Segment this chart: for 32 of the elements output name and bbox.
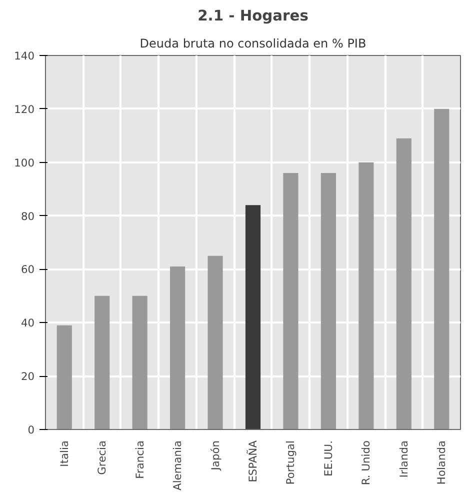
x-tick-label: R. Unido xyxy=(360,440,373,486)
x-tick-label: Irlanda xyxy=(397,440,410,478)
bar xyxy=(320,173,336,430)
x-tick-label: Alemania xyxy=(171,440,184,490)
bar xyxy=(396,138,412,430)
x-tick-label: EE.UU. xyxy=(322,440,335,476)
y-tick-label: 0 xyxy=(28,424,35,436)
y-tick-label: 40 xyxy=(20,316,35,330)
bar xyxy=(132,296,148,430)
y-tick-label: 120 xyxy=(14,102,35,116)
chart-subtitle: Deuda bruta no consolidada en % PIB xyxy=(140,36,366,50)
y-tick-label: 100 xyxy=(14,156,35,170)
x-tick-label: Grecia xyxy=(96,440,109,475)
x-tick-label: Francia xyxy=(133,440,146,479)
x-tick-label: Holanda xyxy=(435,440,448,485)
bar xyxy=(94,296,110,430)
chart-title: 2.1 - Hogares xyxy=(198,8,309,24)
bar xyxy=(358,162,374,430)
bar xyxy=(434,108,450,430)
y-tick-label: 60 xyxy=(20,263,35,276)
bar xyxy=(170,266,186,430)
y-tick-label: 80 xyxy=(20,210,35,223)
y-tick-label: 20 xyxy=(20,370,35,384)
x-tick-label: ESPAÑA xyxy=(246,440,260,482)
x-tick-label: Portugal xyxy=(284,440,298,485)
bar xyxy=(283,173,298,430)
bar xyxy=(245,205,261,430)
x-tick-label: Japón xyxy=(208,440,222,472)
x-tick-label: Italia xyxy=(58,440,71,467)
bar xyxy=(56,325,72,430)
bar xyxy=(208,256,223,430)
y-tick-label: 140 xyxy=(14,50,35,62)
